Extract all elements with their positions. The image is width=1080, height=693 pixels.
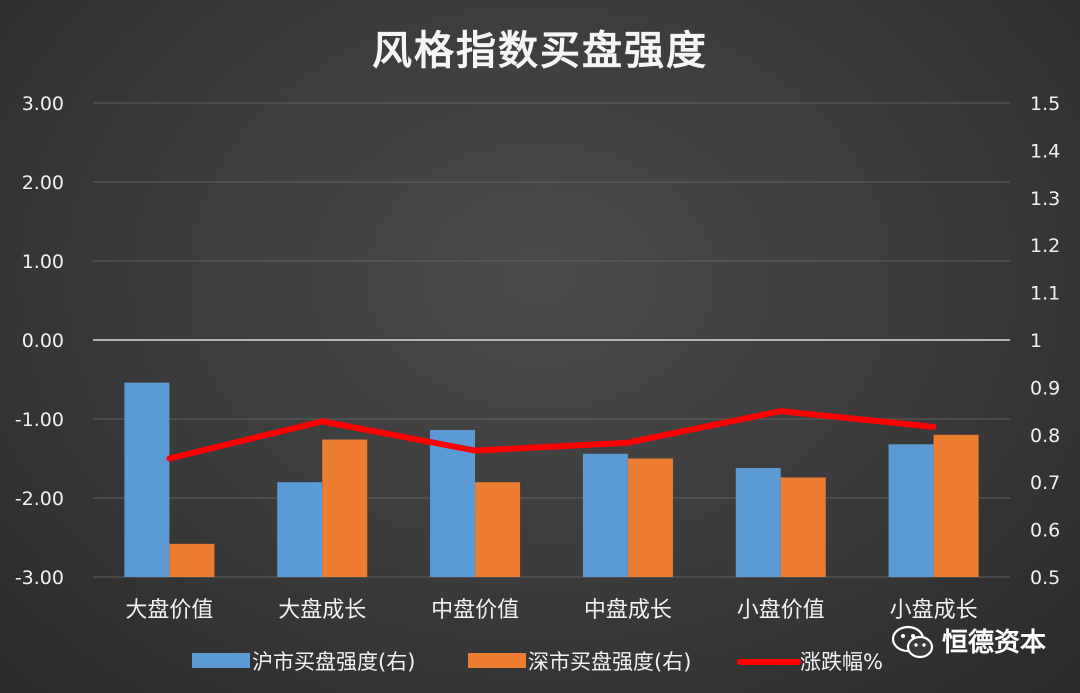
line-series-path bbox=[166, 408, 937, 462]
right-tick-label: 1.4 bbox=[1030, 140, 1060, 162]
left-tick-label: 3.00 bbox=[22, 93, 64, 115]
right-tick-label: 1.5 bbox=[1030, 93, 1060, 115]
bar bbox=[124, 382, 170, 577]
left-axis: 3.00 2.00 1.00 0.00 -1.00 -2.00 -3.00 bbox=[15, 93, 64, 589]
right-tick-label: 1.2 bbox=[1030, 235, 1060, 257]
category-label: 大盘成长 bbox=[278, 598, 366, 623]
bar bbox=[169, 543, 215, 577]
bar bbox=[780, 477, 826, 577]
chart-title: 风格指数买盘强度 bbox=[372, 27, 708, 74]
right-tick-label: 1 bbox=[1030, 330, 1042, 352]
bar bbox=[322, 439, 368, 577]
wechat-icon bbox=[891, 625, 934, 658]
legend-label: 涨跌幅% bbox=[800, 650, 883, 674]
bar bbox=[627, 458, 673, 577]
right-tick-label: 0.8 bbox=[1030, 425, 1060, 447]
right-axis: 1.5 1.4 1.3 1.2 1.1 1 0.9 0.8 0.7 0.6 0.5 bbox=[1030, 93, 1060, 589]
left-tick-label: -1.00 bbox=[15, 409, 64, 431]
left-tick-label: 1.00 bbox=[22, 251, 64, 273]
category-label: 大盘价值 bbox=[125, 598, 213, 623]
category-labels: 大盘价值 大盘成长 中盘价值 中盘成长 小盘价值 小盘成长 bbox=[125, 598, 977, 623]
category-label: 小盘价值 bbox=[737, 598, 825, 623]
bar bbox=[430, 430, 476, 577]
right-tick-label: 0.5 bbox=[1030, 567, 1060, 589]
left-tick-label: -2.00 bbox=[15, 488, 64, 510]
bars bbox=[124, 382, 979, 577]
left-tick-label: -3.00 bbox=[15, 567, 64, 589]
bar bbox=[888, 444, 934, 577]
bar bbox=[582, 453, 628, 577]
right-tick-label: 0.9 bbox=[1030, 377, 1060, 399]
right-tick-label: 1.3 bbox=[1030, 188, 1060, 210]
line-series bbox=[166, 408, 937, 462]
bar bbox=[735, 467, 781, 577]
right-tick-label: 1.1 bbox=[1030, 283, 1060, 305]
legend: 沪市买盘强度(右) 深市买盘强度(右) 涨跌幅% bbox=[192, 650, 883, 674]
right-tick-label: 0.6 bbox=[1030, 520, 1060, 542]
legend-label: 深市买盘强度(右) bbox=[528, 650, 691, 674]
bar bbox=[475, 482, 521, 577]
category-label: 中盘成长 bbox=[584, 598, 672, 623]
watermark: 恒德资本 bbox=[891, 622, 1046, 659]
grid-lines bbox=[93, 102, 1010, 578]
category-label: 中盘价值 bbox=[431, 598, 519, 623]
bar bbox=[933, 434, 979, 577]
right-tick-label: 0.7 bbox=[1030, 472, 1060, 494]
category-label: 小盘成长 bbox=[890, 598, 978, 623]
legend-label: 沪市买盘强度(右) bbox=[252, 650, 415, 674]
bar bbox=[277, 482, 323, 577]
left-tick-label: 0.00 bbox=[22, 330, 64, 352]
left-tick-label: 2.00 bbox=[22, 172, 64, 194]
legend-swatch bbox=[192, 653, 250, 668]
legend-swatch bbox=[468, 653, 526, 668]
watermark-text: 恒德资本 bbox=[941, 628, 1046, 658]
